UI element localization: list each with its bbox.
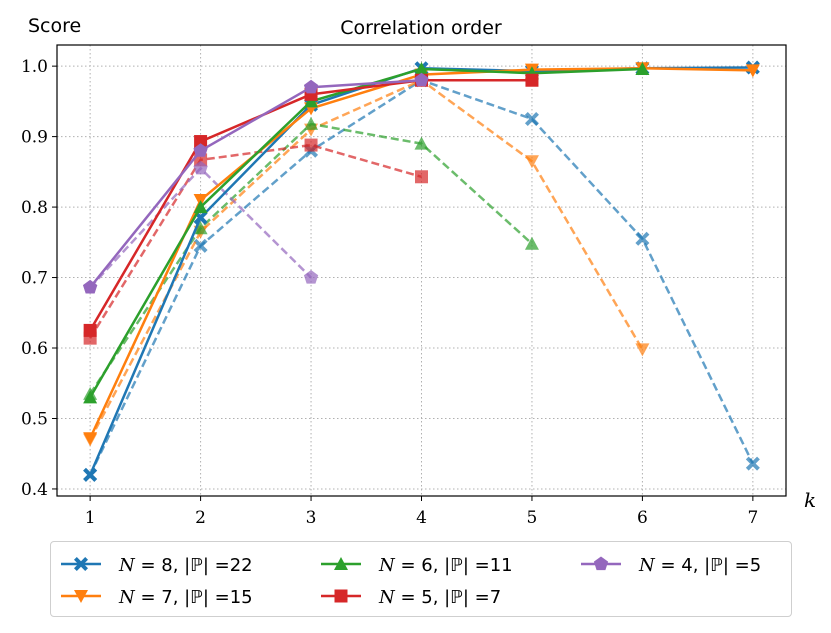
legend-marker — [334, 557, 348, 570]
x-tick-label: 5 — [527, 508, 538, 528]
legend-label: N = 6, |ℙ| =11 — [378, 555, 513, 576]
data-point — [635, 343, 650, 357]
x-tick-label: 6 — [637, 508, 648, 528]
data-point — [635, 231, 650, 246]
data-point — [414, 61, 429, 75]
data-point — [83, 390, 98, 404]
series-line — [89, 78, 644, 441]
legend-label-text: = 4, |ℙ| =5 — [655, 555, 761, 576]
y-tick-label: 0.9 — [21, 128, 48, 148]
y-tick-label: 0.7 — [21, 269, 48, 289]
legend-entries: N = 8, |ℙ| =22N = 7, |ℙ| =15N = 6, |ℙ| =… — [61, 555, 761, 608]
legend-entry: N = 8, |ℙ| =22 — [61, 555, 253, 576]
legend-label-text: = 7, |ℙ| =15 — [135, 587, 253, 608]
data-point — [524, 236, 539, 250]
data-point — [745, 64, 760, 78]
data-point — [83, 467, 98, 482]
y-tick-label: 1.0 — [21, 57, 48, 77]
legend-entry: N = 7, |ℙ| =15 — [61, 587, 253, 608]
legend-marker — [593, 556, 609, 571]
data-point — [304, 116, 319, 130]
y-tick-label: 0.8 — [21, 198, 48, 218]
data-point — [303, 79, 319, 94]
data-point — [635, 61, 650, 75]
data-point — [524, 155, 539, 169]
grid — [57, 45, 786, 496]
legend-label-var: N — [638, 555, 656, 576]
legend-label: N = 4, |ℙ| =5 — [638, 555, 761, 576]
legend-label-text: = 8, |ℙ| =22 — [135, 555, 253, 576]
legend-label-text: = 6, |ℙ| =11 — [395, 555, 513, 576]
data-point — [524, 111, 539, 126]
legend-label-text: = 5, |ℙ| =7 — [395, 587, 501, 608]
data-point — [83, 323, 97, 337]
legend-label-var: N — [118, 555, 136, 576]
data-point — [525, 73, 539, 87]
series-line — [89, 78, 422, 289]
data-point — [194, 135, 208, 149]
data-point — [415, 170, 428, 184]
y-tick-label: 0.5 — [21, 409, 48, 429]
y-axis-label: Score — [28, 15, 81, 37]
solid-series-4 — [83, 72, 429, 294]
dashed-series-6 — [83, 74, 650, 447]
legend-label: N = 7, |ℙ| =15 — [118, 587, 253, 608]
data-point — [304, 94, 319, 108]
data-point — [193, 221, 208, 235]
data-point — [83, 432, 98, 446]
data-point — [414, 136, 429, 150]
legend-entry: N = 4, |ℙ| =5 — [581, 555, 761, 576]
x-tick-label: 7 — [747, 508, 758, 528]
legend-marker — [74, 557, 88, 571]
x-tick-label: 3 — [306, 508, 317, 528]
data-point — [83, 279, 98, 294]
legend-label-var: N — [118, 587, 136, 608]
legend-label-var: N — [378, 555, 396, 576]
x-tick-label: 2 — [195, 508, 206, 528]
data-point — [414, 72, 429, 87]
x-tick-label: 1 — [85, 508, 96, 528]
legend-label-var: N — [378, 587, 396, 608]
legend-entry: N = 6, |ℙ| =11 — [321, 555, 513, 576]
axis-ticks: 1 2 3 4 5 6 7 0.4 0.5 0.6 0.7 0.8 0.9 1.0 — [21, 57, 758, 528]
series-layer — [83, 60, 760, 482]
data-point — [745, 456, 760, 471]
data-point — [193, 238, 208, 253]
data-point — [304, 138, 318, 152]
y-tick-label: 0.6 — [21, 339, 48, 359]
data-point — [303, 270, 319, 284]
legend-entry: N = 5, |ℙ| =7 — [321, 587, 501, 608]
y-tick-label: 0.4 — [21, 480, 48, 500]
legend-marker — [334, 589, 348, 603]
data-point — [193, 160, 208, 175]
solid-series-2 — [83, 61, 650, 404]
data-point — [193, 200, 208, 214]
dashed-series-8 — [83, 138, 428, 345]
x-axis-label: k — [804, 488, 816, 512]
legend-label: N = 8, |ℙ| =22 — [118, 555, 253, 576]
legend-label: N = 5, |ℙ| =7 — [378, 587, 501, 608]
data-point — [193, 143, 208, 157]
series-line — [89, 143, 422, 339]
series-line — [89, 67, 643, 398]
legend: N = 8, |ℙ| =22 N = 7, |ℙ| =15 N = 6, |ℙ| =… — [50, 541, 792, 617]
x-tick-label: 4 — [416, 508, 427, 528]
chart-title: Correlation order — [340, 17, 502, 39]
legend-marker — [74, 590, 88, 603]
